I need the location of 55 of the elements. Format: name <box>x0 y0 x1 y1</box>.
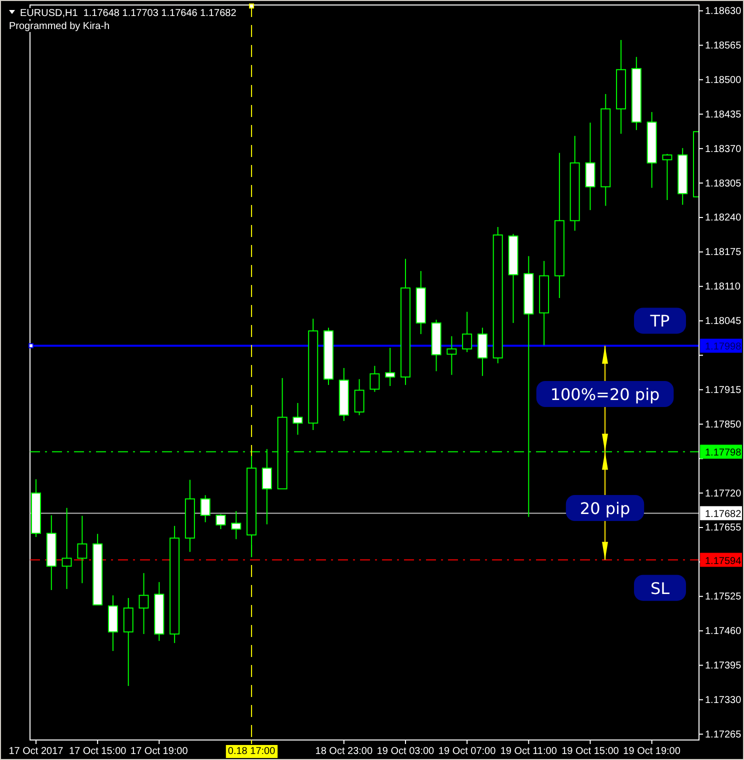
y-tick-label: 1.18175 <box>705 247 742 258</box>
y-tick-label: 1.17265 <box>705 729 742 740</box>
y-tick-label: 1.17460 <box>705 626 742 638</box>
y-tick-label: 1.17330 <box>705 694 742 706</box>
y-tick-label: 1.18305 <box>705 178 742 190</box>
ref-line-label: 1.17682 <box>705 509 742 520</box>
candlestick <box>123 597 134 686</box>
candlestick <box>662 153 672 201</box>
y-tick-label: 1.17720 <box>705 488 742 500</box>
x-tick-label: 17 Oct 2017 <box>8 746 64 757</box>
y-tick-label: 1.18565 <box>705 40 742 52</box>
y-tick-label: 1.17850 <box>705 419 742 430</box>
candlestick <box>462 311 472 353</box>
y-tick-label: 1.17915 <box>705 384 742 396</box>
candlestick <box>292 402 303 436</box>
candlestick <box>477 327 488 376</box>
x-tick-label: 17 Oct 19:00 <box>130 746 188 757</box>
x-tick-label: 19 Oct 07:00 <box>438 746 496 757</box>
x-tick-label: 0.18 17:00 <box>228 746 276 757</box>
y-tick-label: 1.17655 <box>705 522 742 534</box>
y-tick-label: 1.18500 <box>705 74 742 86</box>
x-tick-label: 19 Oct 03:00 <box>376 746 435 757</box>
candlestick <box>138 572 149 635</box>
candlestick <box>216 514 226 530</box>
x-tick-label: 19 Oct 15:00 <box>562 746 620 757</box>
candlestick <box>62 507 72 590</box>
y-tick-label: 1.18370 <box>705 144 742 155</box>
y-tick-label: 1.18435 <box>705 109 742 120</box>
candlestick <box>354 378 364 416</box>
annotation: TP <box>649 312 670 331</box>
candlestick <box>385 347 396 387</box>
candlestick <box>585 122 596 211</box>
text: Programmed by Kira-h <box>9 21 110 32</box>
x-tick-label: 17 Oct 15:00 <box>68 746 127 757</box>
candlestick <box>77 515 88 584</box>
candlestick <box>200 494 210 523</box>
y-tick-label: 1.18045 <box>705 316 742 328</box>
y-tick-label: 1.18240 <box>705 212 742 224</box>
y-tick-label: 1.17395 <box>705 660 742 672</box>
y-tick-label: 1.18630 <box>705 6 742 18</box>
ref-line-label: 1.17998 <box>705 342 742 353</box>
y-tick-label: 1.18110 <box>705 282 741 293</box>
y-tick-label: 1.17525 <box>705 592 742 603</box>
candlestick <box>231 510 242 540</box>
ref-line-label: 1.17798 <box>705 448 742 459</box>
candlestick <box>446 336 457 376</box>
candlestick <box>370 365 380 392</box>
ref-line-label: 1.17594 <box>705 556 742 567</box>
x-tick-label: 18 Oct 23:00 <box>315 746 373 757</box>
x-tick-label: 19 Oct 19:00 <box>623 746 681 757</box>
annotation: 20 pip <box>580 499 630 518</box>
chart-title: EURUSD,H1 1.17648 1.17703 1.17646 1.17682 <box>20 8 237 19</box>
x-tick-label: 19 Oct 11:00 <box>500 746 558 757</box>
annotation: SL <box>650 578 670 598</box>
annotation: 100%=20 pip <box>550 385 660 404</box>
